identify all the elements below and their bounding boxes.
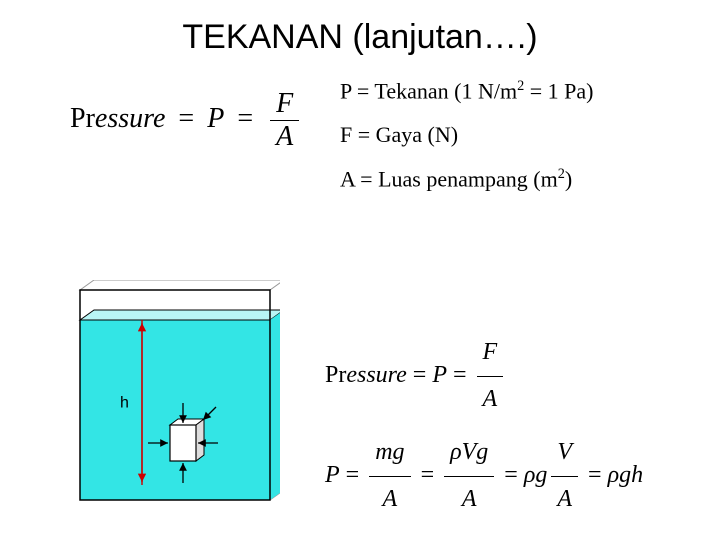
f2r2-frac3-num: V <box>551 430 578 476</box>
formula1-num: F <box>270 88 299 120</box>
f2r1-essure: essure <box>346 353 406 399</box>
f2r1-P: P <box>432 353 447 399</box>
f2r1-num: F <box>477 330 504 376</box>
def-P-suffix: = 1 Pa) <box>524 78 593 103</box>
f2r2-P: P <box>325 453 340 499</box>
formula1-pr: Pr <box>70 103 95 134</box>
def-P-prefix: P = Tekanan (1 N/m <box>340 78 517 103</box>
formula1-essure: essure <box>95 103 166 134</box>
svg-text:h: h <box>120 395 129 412</box>
f2r1-eq1: = <box>413 353 427 399</box>
formula-pressure-basic: Pressure = P = F A <box>70 88 303 153</box>
formula1-den: A <box>270 120 299 153</box>
definitions-list: P = Tekanan (1 N/m2 = 1 Pa) F = Gaya (N)… <box>340 78 593 211</box>
f2r2-frac1-num: mg <box>369 430 410 476</box>
f2r2-eq3: = <box>504 453 518 499</box>
formula1-fraction: F A <box>270 88 299 153</box>
f2r2-eq2: = <box>421 453 435 499</box>
f2r2-eq4: = <box>588 453 602 499</box>
def-A: A = Luas penampang (m2) <box>340 166 593 192</box>
f2r2-frac2-num: ρVg <box>444 430 494 476</box>
f2r2-frac2-den: A <box>444 476 494 523</box>
def-A-prefix: A = Luas penampang (m <box>340 167 558 192</box>
f2r1-den: A <box>477 376 504 423</box>
formula1-P: P <box>207 103 224 134</box>
f2r2-rhs: ρgh <box>608 453 644 499</box>
f2r2-frac3-den: A <box>551 476 578 523</box>
tank-svg: h <box>60 280 280 510</box>
def-P: P = Tekanan (1 N/m2 = 1 Pa) <box>340 78 593 104</box>
f2r2-eq1: = <box>346 453 360 499</box>
formula-pressure-derivation: Pressure = P = F A P = mg A = ρVg A = ρg… <box>325 330 643 530</box>
f2r1-pr: Pr <box>325 353 346 399</box>
f2r2-frac3: V A <box>551 430 578 522</box>
f2r2-frac1: mg A <box>369 430 410 522</box>
f2r2-frac2: ρVg A <box>444 430 494 522</box>
tank-diagram: h <box>60 280 280 510</box>
def-A-exp: 2 <box>558 166 565 182</box>
def-F: F = Gaya (N) <box>340 122 593 148</box>
page-title: TEKANAN (lanjutan….) <box>0 18 720 57</box>
formula1-eq2: = <box>237 103 253 134</box>
f2r1-eq2: = <box>453 353 467 399</box>
formula2-row2: P = mg A = ρVg A = ρg V A = ρgh <box>325 430 643 522</box>
formula2-row1: Pressure = P = F A <box>325 330 643 422</box>
def-A-suffix: ) <box>565 167 572 192</box>
f2r2-rhog: ρg <box>524 453 548 499</box>
formula1-eq1: = <box>178 103 194 134</box>
f2r2-frac1-den: A <box>369 476 410 523</box>
f2r1-frac: F A <box>477 330 504 422</box>
